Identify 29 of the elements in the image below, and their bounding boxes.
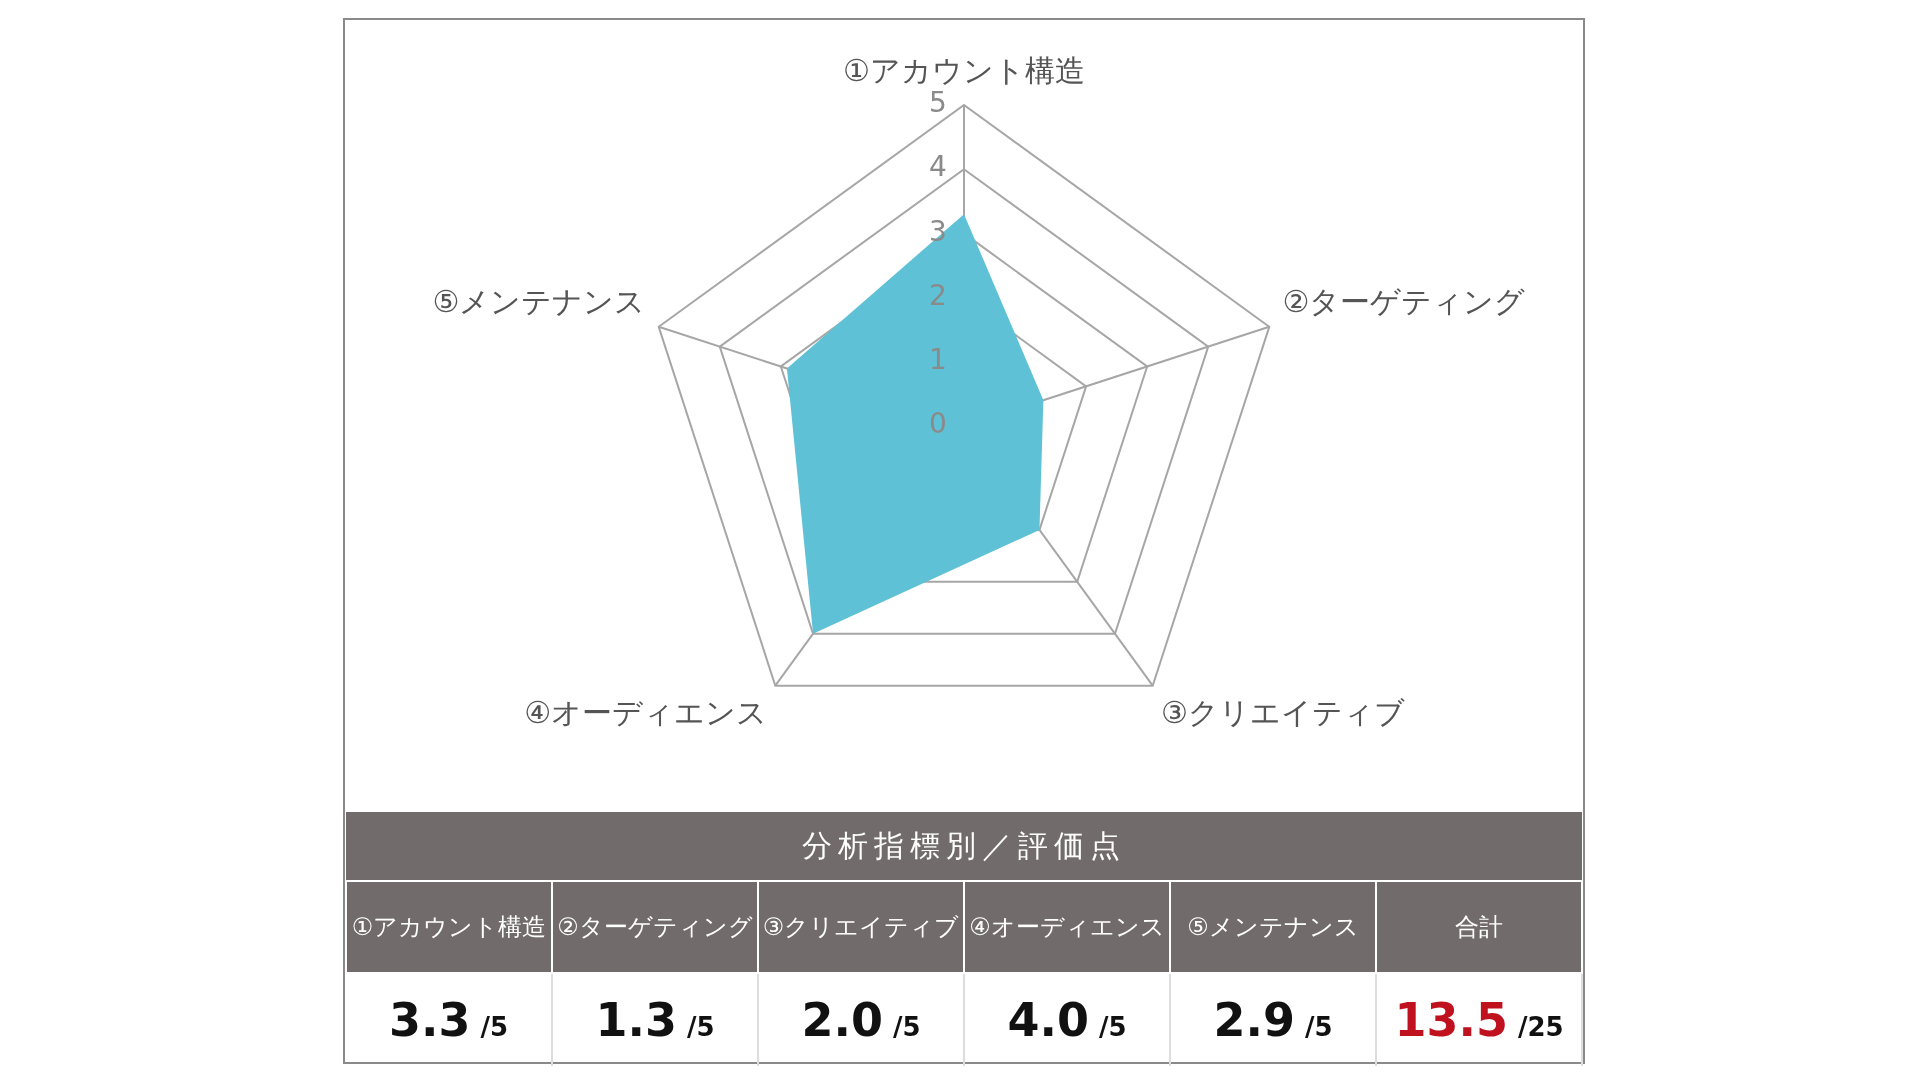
text: 分析指標別／評価点 (346, 812, 1582, 881)
text: 合計 (1376, 881, 1582, 973)
text: 3.3 (388, 993, 471, 1047)
text: /5 (892, 1012, 921, 1042)
text: /5 (1304, 1012, 1333, 1042)
text: 4.0 (1007, 993, 1089, 1047)
spoke-label: ③クリエイティブ (1160, 694, 1405, 730)
y-tick-label: 4 (929, 150, 947, 184)
text: /5 (686, 1012, 715, 1042)
y-tick-label: 1 (929, 343, 947, 377)
text: /5 (480, 1012, 509, 1042)
y-tick-label: 0 (929, 407, 947, 441)
text: 1.3 (595, 993, 677, 1047)
category-label: ②ターゲティング (557, 913, 753, 941)
category-label: ④オーディエンス (969, 913, 1165, 941)
text: /25 (1517, 1012, 1564, 1042)
spoke-label: ②ターゲティング (1282, 284, 1526, 320)
y-tick-label: 2 (929, 278, 947, 312)
spoke-label: ④オーディエンス (524, 694, 768, 730)
text: 2.9 (1213, 993, 1295, 1047)
text: 2.0 (801, 993, 883, 1047)
text: /5 (1098, 1012, 1127, 1042)
category-label: ①アカウント構造 (351, 913, 547, 941)
spoke-label: ⑤メンテナンス (432, 284, 646, 320)
y-tick-label: 5 (929, 86, 947, 120)
text: 13.5 (1394, 993, 1508, 1047)
category-label: ③クリエイティブ (762, 913, 960, 941)
category-label: ⑤メンテナンス (1187, 913, 1359, 941)
spoke-label: ①アカウント構造 (843, 52, 1085, 88)
